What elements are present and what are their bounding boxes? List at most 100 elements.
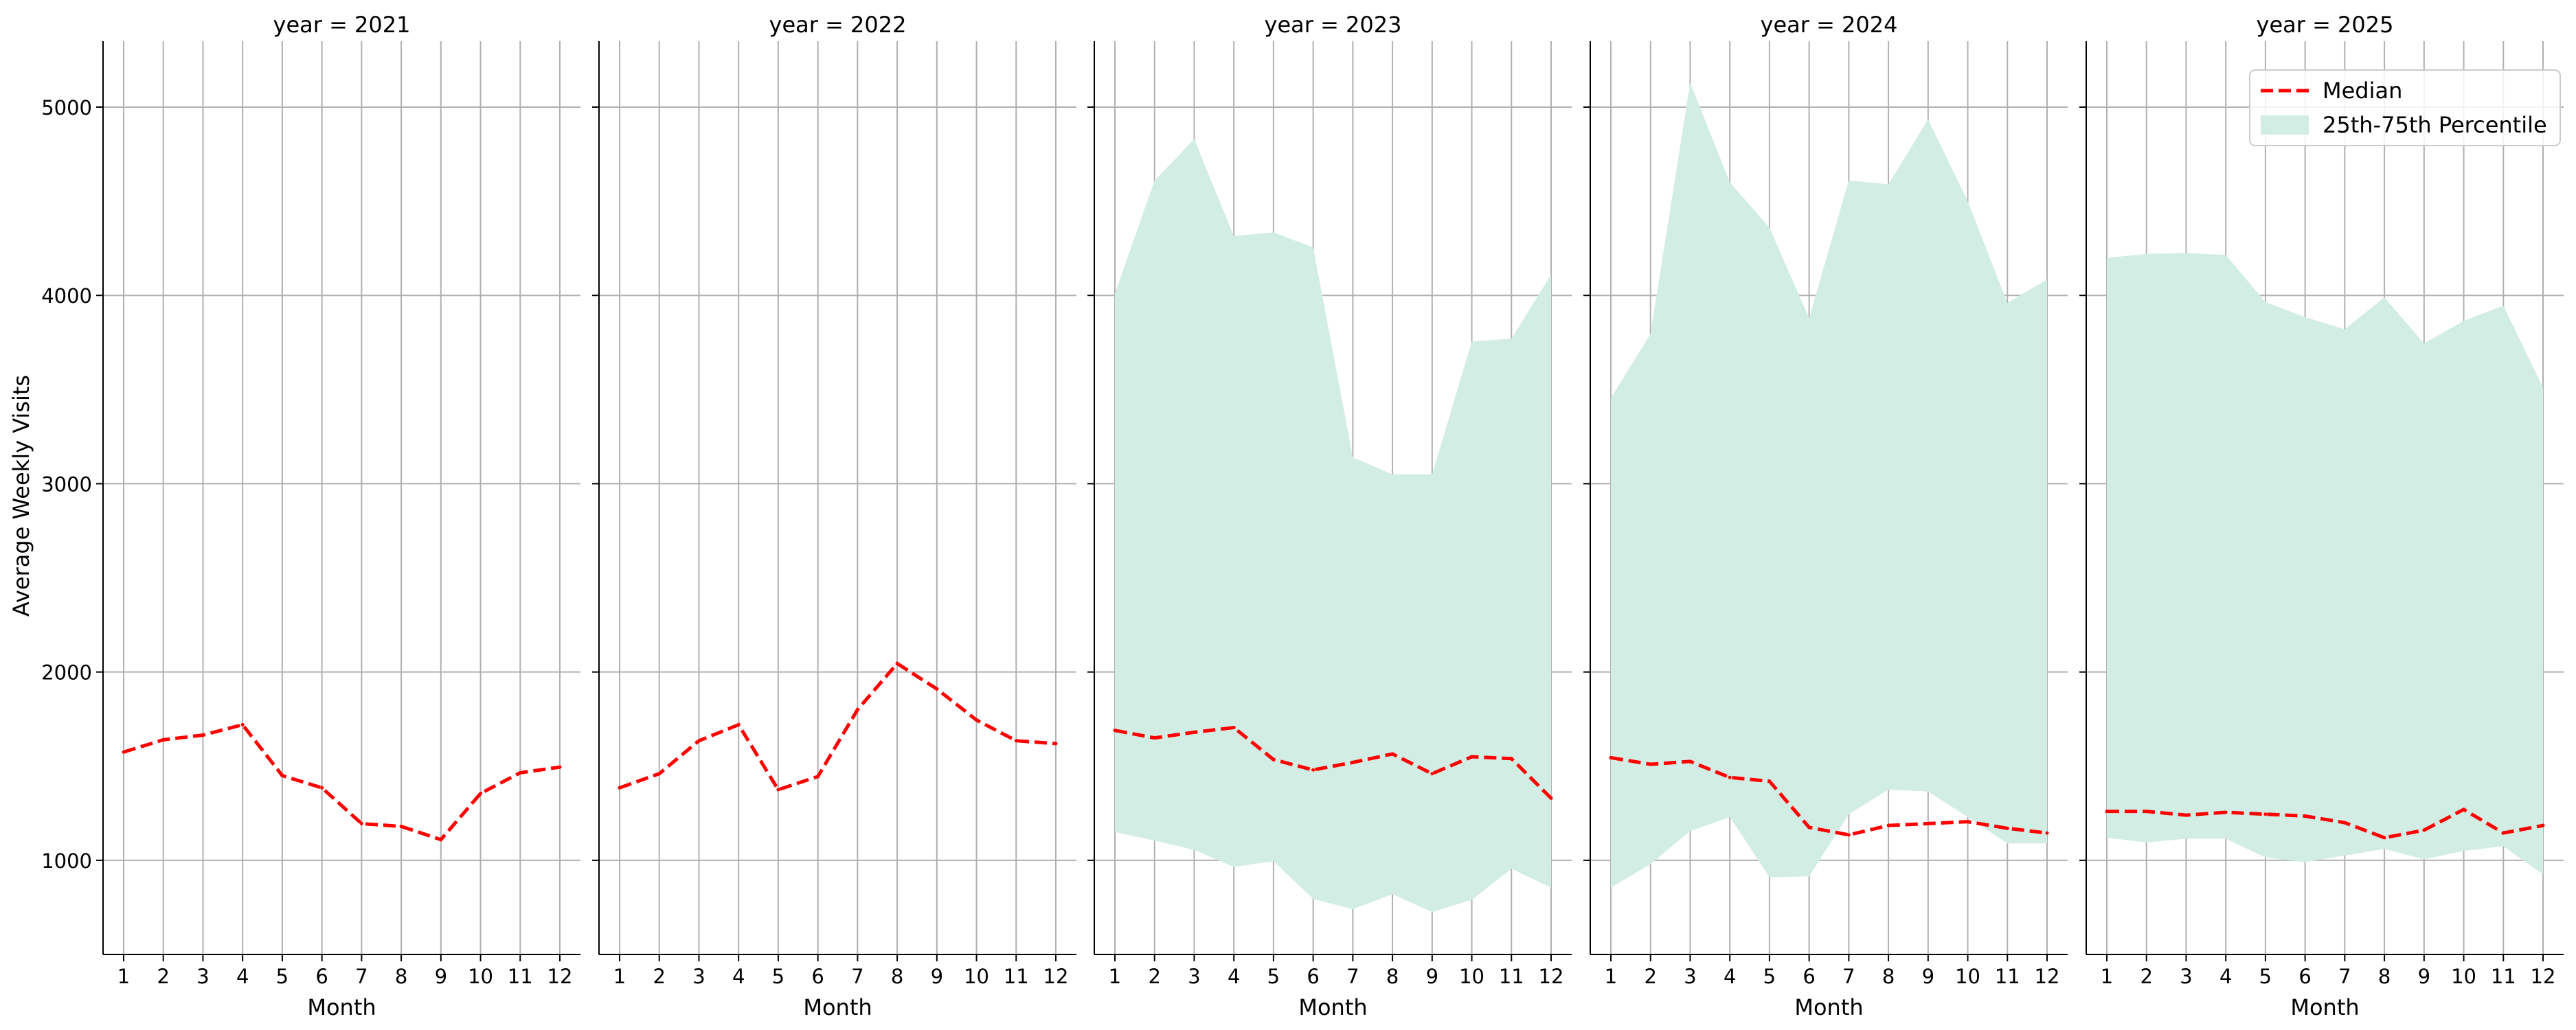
y-tick-label: 3000 <box>41 472 92 496</box>
median-point <box>399 825 403 829</box>
x-tick-label: 1 <box>1605 965 1617 988</box>
x-tick-label: 5 <box>2259 965 2272 988</box>
x-tick-label: 1 <box>117 965 130 988</box>
x-tick-label: 8 <box>1386 965 1399 988</box>
median-point <box>816 775 820 779</box>
x-tick-label: 8 <box>395 965 407 988</box>
x-tick-label: 9 <box>1426 965 1438 988</box>
x-tick-label: 2 <box>1149 965 1161 988</box>
x-tick-label: 12 <box>2531 965 2556 988</box>
legend-label: Median <box>2323 78 2402 104</box>
median-point <box>618 786 622 790</box>
median-point <box>776 788 780 792</box>
x-tick-label: 3 <box>196 965 209 988</box>
x-tick-label: 9 <box>435 965 447 988</box>
median-point <box>479 792 483 796</box>
median-point <box>2224 810 2228 814</box>
x-tick-label: 11 <box>1004 965 1029 988</box>
y-axis-label: Average Weekly Visits <box>8 375 34 617</box>
median-point <box>2422 828 2426 832</box>
x-tick-label: 11 <box>2491 965 2516 988</box>
median-point <box>1649 762 1653 766</box>
x-tick-label: 11 <box>1995 965 2020 988</box>
y-tick-label: 2000 <box>41 661 92 685</box>
median-point <box>1351 760 1355 764</box>
median-point <box>2541 823 2545 827</box>
median-point <box>2263 812 2268 816</box>
median-point <box>280 773 284 777</box>
x-tick-label: 6 <box>1803 965 1815 988</box>
median-point <box>240 722 245 726</box>
x-tick-label: 1 <box>1109 965 1121 988</box>
x-tick-label: 5 <box>276 965 289 988</box>
median-point <box>935 687 939 691</box>
x-tick-label: 5 <box>772 965 784 988</box>
x-tick-label: 2 <box>653 965 666 988</box>
median-point <box>1014 739 1018 743</box>
median-point <box>1430 772 1434 776</box>
x-tick-label: 8 <box>1882 965 1895 988</box>
x-axis-label: Month <box>1298 994 1367 1020</box>
panel-title: year = 2021 <box>273 12 411 38</box>
median-point <box>1966 820 1970 824</box>
median-point <box>975 718 979 722</box>
median-point <box>1054 742 1058 746</box>
median-point <box>1272 757 1276 762</box>
x-tick-label: 7 <box>1842 965 1855 988</box>
median-line <box>619 661 1057 792</box>
x-tick-label: 11 <box>1499 965 1524 988</box>
x-tick-label: 6 <box>315 965 328 988</box>
median-point <box>122 750 126 754</box>
x-tick-label: 5 <box>1267 965 1280 988</box>
x-tick-label: 3 <box>692 965 705 988</box>
x-tick-label: 2 <box>157 965 170 988</box>
median-point <box>439 838 443 842</box>
panel-title: year = 2024 <box>1761 12 1898 38</box>
x-axis-label: Month <box>1794 994 1863 1020</box>
median-point <box>1390 752 1394 756</box>
median-point <box>855 708 859 712</box>
x-tick-label: 12 <box>547 965 573 988</box>
median-point <box>518 770 522 775</box>
x-tick-label: 10 <box>964 965 989 988</box>
x-tick-label: 10 <box>2451 965 2476 988</box>
x-tick-label: 5 <box>1763 965 1776 988</box>
median-point <box>161 737 166 742</box>
median-point <box>1688 759 1692 764</box>
median-point <box>359 821 363 825</box>
y-tick-label: 1000 <box>41 849 92 873</box>
x-tick-label: 10 <box>468 965 493 988</box>
panel-title: year = 2022 <box>769 12 907 38</box>
median-point <box>1113 729 1117 733</box>
median-point <box>1807 825 1811 829</box>
median-point <box>2105 810 2109 814</box>
median-point <box>2342 821 2347 825</box>
x-tick-label: 3 <box>2180 965 2192 988</box>
median-point <box>2462 808 2466 812</box>
legend-frame <box>2249 69 2561 146</box>
x-tick-label: 10 <box>1459 965 1484 988</box>
median-point <box>1509 757 1513 761</box>
median-point <box>201 733 205 737</box>
median-point <box>2045 831 2049 835</box>
x-tick-label: 4 <box>236 965 249 988</box>
median-point <box>558 765 562 769</box>
median-point <box>320 786 324 790</box>
median-point <box>1728 775 1732 779</box>
median-point <box>1232 726 1236 730</box>
x-tick-label: 1 <box>2101 965 2113 988</box>
median-point <box>1470 755 1474 759</box>
median-point <box>736 722 741 726</box>
x-tick-label: 4 <box>732 965 745 988</box>
x-tick-label: 4 <box>2219 965 2232 988</box>
x-tick-label: 1 <box>613 965 626 988</box>
median-point <box>1886 823 1890 827</box>
x-tick-label: 8 <box>2378 965 2391 988</box>
median-point <box>1609 755 1613 759</box>
